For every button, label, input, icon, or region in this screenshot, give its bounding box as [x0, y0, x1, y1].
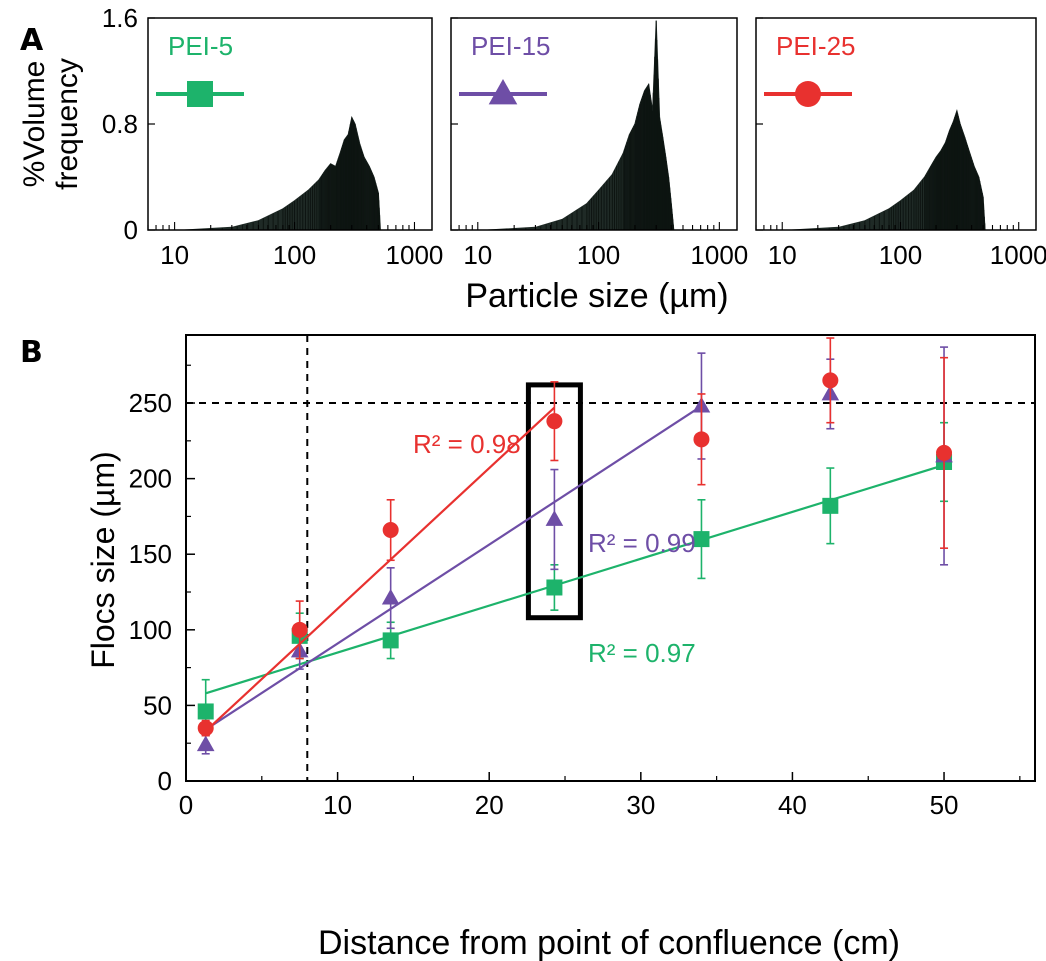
fit-line	[204, 406, 556, 732]
data-point-triangle	[545, 510, 564, 526]
y-tick-label: 0	[158, 766, 172, 796]
data-point-circle	[197, 720, 214, 737]
y-tick-label: 50	[143, 690, 172, 720]
panel-b-reference-lines	[186, 335, 1035, 781]
data-point-circle	[291, 621, 308, 638]
panel-a-y-label-line-2: frequency	[51, 58, 84, 190]
x-tick-label: 10	[768, 240, 797, 270]
r2-label-pei-5: R² = 0.97	[588, 638, 696, 668]
y-tick-label: 250	[129, 388, 172, 418]
panel-a-y-label-line-1: %Volume	[18, 61, 51, 188]
x-tick-label: 10	[463, 240, 492, 270]
x-tick-label: 10	[323, 790, 352, 820]
data-point-triangle	[196, 735, 215, 752]
data-point-square	[693, 531, 710, 548]
x-tick-label: 1000	[990, 240, 1046, 270]
series-pei-25	[197, 337, 953, 737]
panel-b-x-axis-label: Distance from point of confluence (cm)	[318, 924, 900, 961]
data-point-square	[197, 703, 214, 720]
panel-b-r2-labels: R² = 0.97 R² = 0.99 R² = 0.98	[413, 429, 696, 668]
panel-b-y-axis-label: Flocs size (µm)	[85, 451, 121, 669]
panel-b-ticks: 0 10 20 30 40 50 0 50 100 150 200 250	[129, 364, 1021, 820]
data-point-circle	[382, 522, 399, 539]
panel-b-series	[196, 337, 953, 755]
x-tick-label: 0	[179, 790, 193, 820]
subplot-pei-5: 10 100 1000 PEI-5	[147, 17, 444, 270]
legend-marker-circle	[795, 81, 821, 107]
x-tick-label: 100	[879, 240, 922, 270]
x-tick-label: 1000	[386, 240, 444, 270]
panel-a: A %Volume frequency 0 0.8 1.6 10 100 1000 PEI-…	[18, 3, 1046, 315]
data-point-triangle	[381, 588, 400, 605]
panel-a-y-tick-label: 0	[124, 215, 138, 245]
panel-a-y-tick-labels: 0 0.8 1.6	[102, 3, 138, 245]
legend-marker-square	[187, 81, 213, 107]
x-tick-label: 100	[273, 240, 316, 270]
x-tick-label: 10	[160, 240, 189, 270]
series-pei-15	[196, 346, 953, 755]
data-point-circle	[822, 372, 839, 389]
data-point-circle	[693, 431, 710, 448]
y-tick-label: 100	[129, 615, 172, 645]
panel-b-plot-frame	[185, 334, 1036, 782]
x-tick-label: 20	[475, 790, 504, 820]
x-tick-label: 1000	[690, 240, 748, 270]
panel-a-subplots: 10 100 1000 PEI-5 10 100 1000 PEI-15 10 100 1000 PE…	[147, 17, 1046, 270]
x-tick-label: 50	[930, 790, 959, 820]
data-point-circle	[936, 444, 953, 461]
data-point-square	[382, 632, 399, 649]
series-pei-5	[197, 421, 953, 745]
x-tick-label: 40	[778, 790, 807, 820]
fit-line	[205, 405, 703, 731]
data-point-square	[546, 579, 563, 596]
panel-a-y-tick-label: 1.6	[102, 3, 138, 33]
subplot-pei-25: 10 100 1000 PEI-25	[755, 17, 1046, 270]
panel-a-y-tick-label: 0.8	[102, 109, 138, 139]
r2-label-pei-25: R² = 0.98	[413, 429, 521, 459]
data-point-circle	[546, 413, 563, 430]
subplot-pei-15: 10 100 1000 PEI-15	[450, 17, 748, 270]
panel-a-letter: A	[20, 23, 44, 58]
x-tick-label: 100	[577, 240, 620, 270]
legend-label: PEI-5	[168, 31, 233, 61]
panel-b-letter: B	[20, 335, 43, 370]
data-point-square	[822, 497, 839, 514]
y-tick-label: 150	[129, 539, 172, 569]
x-tick-label: 30	[626, 790, 655, 820]
r2-label-pei-15: R² = 0.99	[588, 528, 696, 558]
legend-label: PEI-25	[776, 31, 856, 61]
panel-a-y-axis-label: %Volume frequency	[18, 58, 84, 190]
legend-marker-triangle	[488, 79, 518, 105]
y-tick-label: 200	[129, 464, 172, 494]
fit-line	[205, 463, 945, 695]
panel-a-x-axis-label: Particle size (µm)	[465, 277, 728, 315]
legend-label: PEI-15	[471, 31, 551, 61]
